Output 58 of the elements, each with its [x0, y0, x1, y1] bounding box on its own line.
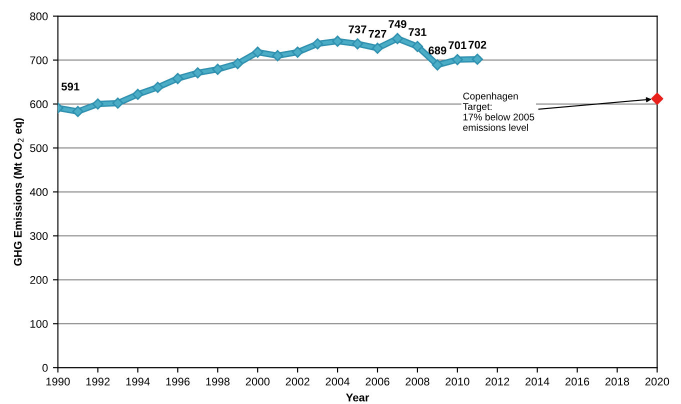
- data-label: 737: [348, 25, 366, 34]
- data-label: 727: [368, 30, 386, 38]
- annotation: Copenhagen Target: 17% below 2005 emissions level: [462, 92, 534, 131]
- x-tick-label: 2012: [486, 378, 510, 386]
- point: [172, 72, 184, 84]
- data-label: 701: [448, 41, 466, 50]
- x-tick-label: 2016: [565, 378, 590, 386]
- point: [232, 58, 244, 70]
- point: [272, 50, 284, 62]
- y-tick-label: 500: [30, 144, 48, 152]
- y-tick-label: 400: [30, 188, 48, 196]
- y-tick-label: 200: [30, 276, 48, 284]
- point: [472, 54, 483, 65]
- x-tick-label: 2004: [326, 378, 350, 386]
- point: [252, 46, 264, 58]
- point: [212, 64, 224, 75]
- data-label: 689: [428, 46, 446, 54]
- point: [332, 36, 344, 47]
- point: [292, 46, 304, 58]
- y-tick-label: 300: [30, 232, 48, 240]
- x-axis-title: Year: [346, 394, 370, 402]
- y-tick-label: 800: [30, 12, 48, 20]
- point: [132, 88, 144, 100]
- point: [412, 40, 424, 52]
- point: [112, 98, 124, 109]
- x-tick-label: 2000: [246, 378, 270, 386]
- x-tick-label: 2006: [366, 378, 390, 386]
- y-tick-label: 100: [30, 320, 48, 328]
- point: [452, 54, 464, 66]
- point: [651, 92, 664, 105]
- point: [372, 42, 384, 54]
- data-label: 731: [408, 28, 426, 36]
- point: [192, 67, 204, 78]
- data-label: 702: [468, 40, 486, 49]
- point: [312, 38, 324, 50]
- x-tick-label: 1998: [206, 378, 230, 386]
- data-label: 591: [61, 82, 80, 91]
- x-tick-label: 2010: [446, 378, 470, 386]
- y-tick-label: 600: [30, 100, 48, 108]
- point: [352, 38, 364, 50]
- point: [432, 59, 444, 71]
- x-tick-label: 2020: [645, 378, 670, 386]
- point: [152, 82, 164, 93]
- x-tick-label: 1990: [46, 378, 70, 386]
- point: [72, 106, 84, 118]
- y-axis-title: GHG Emissions (Mt CO$_{2}$ eq): [14, 118, 24, 266]
- x-tick-label: 1992: [86, 378, 110, 386]
- point: [92, 98, 104, 110]
- x-tick-label: 2014: [526, 378, 550, 386]
- x-tick-label: 1996: [166, 378, 190, 386]
- data-label: 749: [388, 20, 406, 28]
- point: [392, 32, 404, 44]
- x-tick-label: 1994: [126, 378, 150, 386]
- y-tick-label: 700: [30, 56, 48, 64]
- x-tick-label: 2008: [406, 378, 430, 386]
- y-tick-label: 0: [42, 364, 48, 372]
- x-tick-label: 2018: [605, 378, 630, 386]
- x-tick-label: 2002: [286, 378, 310, 386]
